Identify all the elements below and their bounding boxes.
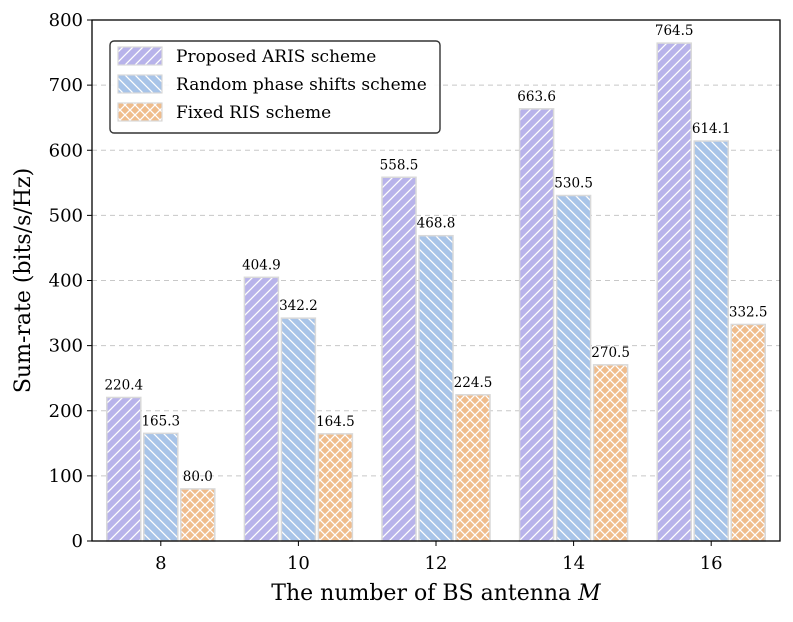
bar-forward-diagonal-16 bbox=[656, 42, 692, 542]
y-tick-label: 200 bbox=[49, 401, 83, 422]
bar-value-label: 164.5 bbox=[316, 414, 355, 430]
legend-label: Proposed ARIS scheme bbox=[176, 47, 376, 67]
bar-back-diagonal-12 bbox=[418, 234, 454, 542]
bar-value-label: 558.5 bbox=[380, 157, 419, 173]
x-tick-label: 16 bbox=[700, 553, 723, 574]
y-tick-label: 800 bbox=[49, 10, 83, 31]
x-tick-label: 14 bbox=[562, 553, 585, 574]
bar-back-diagonal-10 bbox=[280, 317, 317, 542]
bar-crosshatch-16 bbox=[730, 323, 766, 542]
bar-crosshatch-10 bbox=[317, 433, 354, 542]
bar-forward-diagonal-10 bbox=[243, 276, 280, 542]
y-tick-label: 700 bbox=[49, 75, 83, 96]
x-tick-label: 8 bbox=[155, 553, 166, 574]
bar-forward-diagonal-8 bbox=[106, 396, 142, 542]
bar-value-label: 342.2 bbox=[279, 298, 318, 314]
bar-value-label: 614.1 bbox=[692, 121, 731, 137]
bar-value-label: 224.5 bbox=[454, 375, 493, 391]
y-axis-label: Sum-rate (bits/s/Hz) bbox=[11, 168, 36, 393]
bar-value-label: 468.8 bbox=[417, 216, 456, 232]
plot-frame bbox=[91, 19, 781, 542]
bar-value-label: 220.4 bbox=[104, 377, 143, 393]
y-tick-label: 0 bbox=[72, 531, 83, 552]
bars bbox=[106, 42, 766, 542]
legend: Proposed ARIS scheme Random phase shifts … bbox=[109, 40, 441, 134]
bar-crosshatch-14 bbox=[592, 364, 629, 542]
y-tick-label: 400 bbox=[49, 271, 83, 292]
legend-label: Random phase shifts scheme bbox=[176, 75, 427, 95]
legend-box bbox=[109, 40, 441, 134]
y-tick-label: 300 bbox=[49, 336, 83, 357]
bar-crosshatch-8 bbox=[180, 488, 216, 542]
bar-value-label: 530.5 bbox=[554, 176, 593, 192]
bar-value-label: 764.5 bbox=[655, 23, 694, 39]
x-axis-label: The number of BS antenna M bbox=[271, 581, 601, 606]
bar-back-diagonal-8 bbox=[143, 432, 179, 542]
y-tick-label: 500 bbox=[49, 205, 83, 226]
y-tick-label: 600 bbox=[49, 140, 83, 161]
legend-swatch bbox=[117, 74, 163, 94]
bar-value-label: 80.0 bbox=[183, 469, 213, 485]
y-tick-label: 100 bbox=[49, 466, 83, 487]
legend-swatch bbox=[117, 46, 163, 66]
bar-forward-diagonal-12 bbox=[381, 176, 417, 542]
axes: 0 100 200 300 400 500 600 700 800 8 10 12 14 16 The nu… bbox=[11, 10, 781, 606]
bar-forward-diagonal-14 bbox=[518, 108, 555, 542]
bar-value-label: 165.3 bbox=[141, 413, 180, 429]
bar-crosshatch-12 bbox=[455, 394, 491, 542]
bar-value-label: 270.5 bbox=[591, 345, 630, 361]
x-tick-label: 12 bbox=[425, 553, 448, 574]
legend-label: Fixed RIS scheme bbox=[176, 103, 331, 123]
bar-back-diagonal-16 bbox=[693, 140, 729, 542]
legend-swatch bbox=[117, 102, 163, 122]
bar-value-label: 332.5 bbox=[729, 304, 768, 320]
bar-value-label: 663.6 bbox=[517, 89, 556, 105]
bar-back-diagonal-14 bbox=[555, 194, 592, 542]
x-tick-label: 10 bbox=[287, 553, 310, 574]
bar-value-label: 404.9 bbox=[242, 257, 281, 273]
data-labels: 220.4 165.3 80.0 404.9 342.2 164.5 558.5 468.8 2… bbox=[104, 23, 767, 485]
